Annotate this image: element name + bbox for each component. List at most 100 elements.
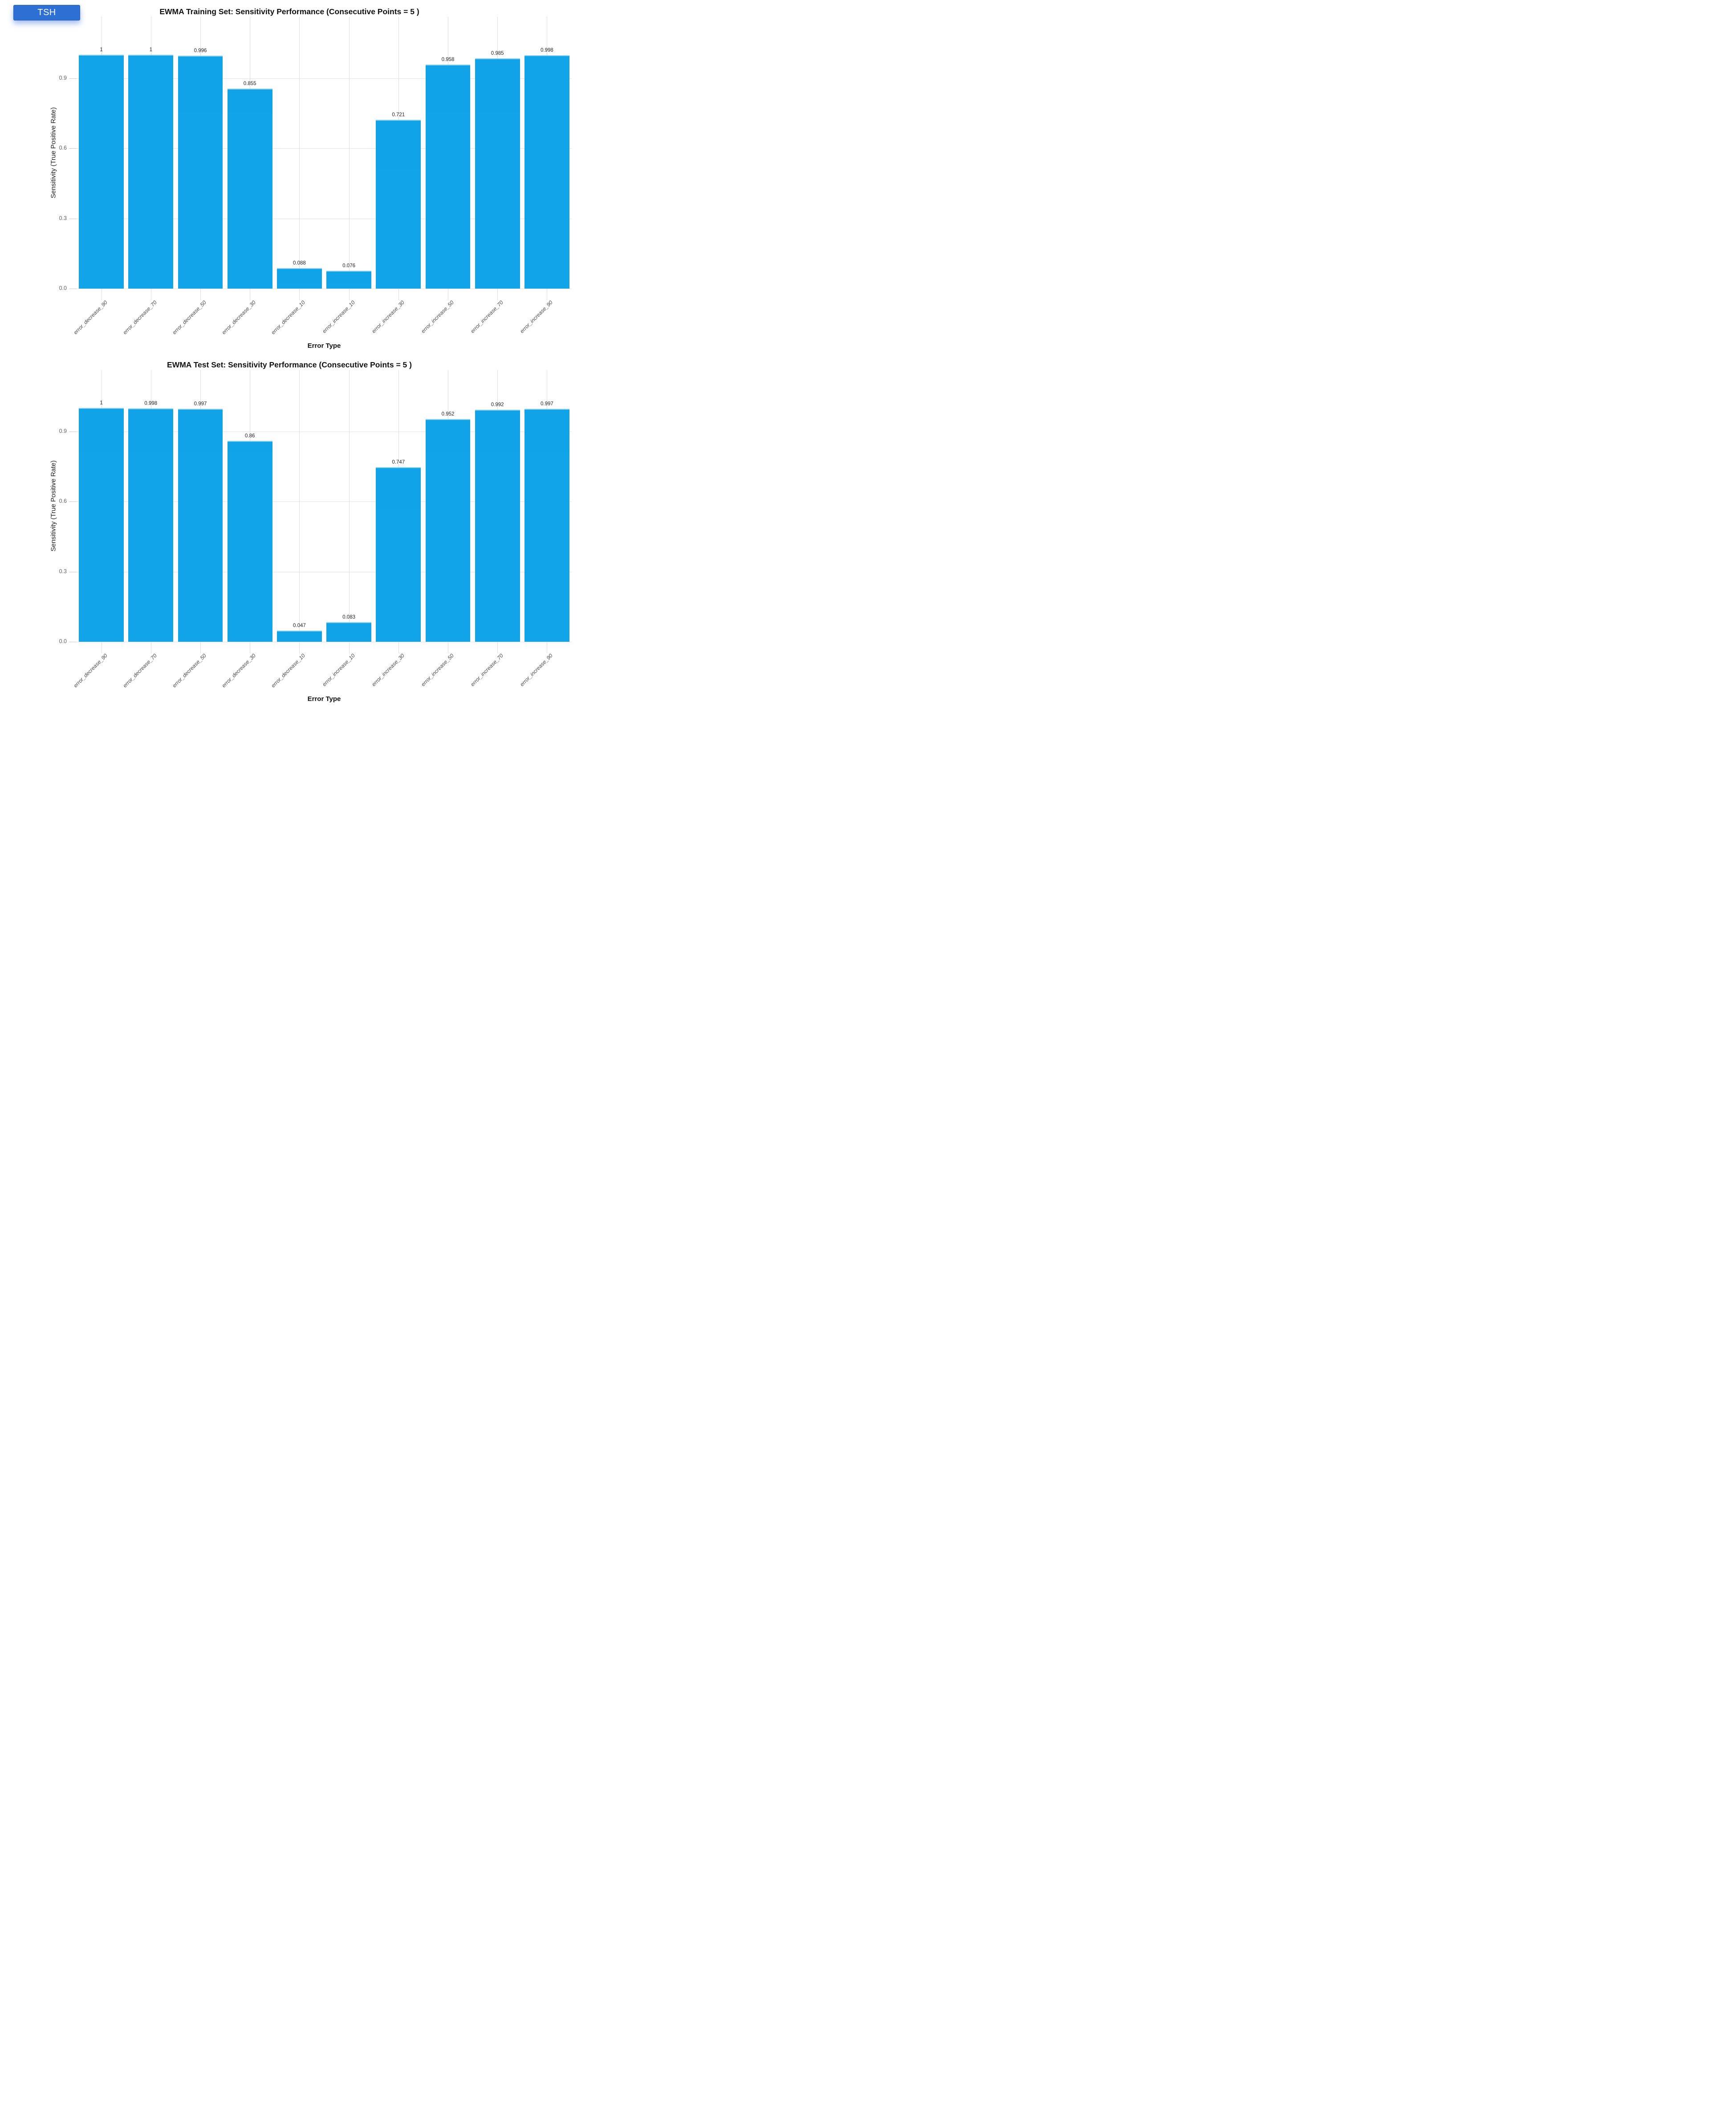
chart-training-set: EWMA Training Set: Sensitivity Performan… (0, 0, 579, 353)
y-tick-mark (69, 78, 77, 79)
x-tick-label: error_increase_10 (321, 299, 356, 334)
x-tick-label: error_increase_90 (519, 652, 554, 688)
chart-title: EWMA Training Set: Sensitivity Performan… (159, 7, 419, 16)
gridline-vertical (349, 17, 350, 300)
bar-value-label: 0.855 (243, 81, 256, 87)
bar-top-highlight (376, 120, 421, 121)
y-tick-label: 0.6 (59, 145, 67, 151)
x-tick-label: error_increase_50 (420, 299, 455, 334)
bar (326, 622, 371, 642)
bar-top-highlight (425, 419, 471, 420)
gridline-horizontal (77, 501, 572, 502)
y-tick-label: 0.6 (59, 498, 67, 504)
chart-test-set: EWMA Test Set: Sensitivity Performance (… (0, 353, 579, 706)
bar-top-highlight (277, 268, 322, 269)
y-tick-mark (69, 148, 77, 149)
gridline-vertical (299, 370, 300, 653)
y-axis-title: Sensitivity (True Positive Rate) (49, 107, 57, 199)
bar (79, 55, 124, 289)
bar (524, 408, 569, 642)
bar-value-label: 0.088 (293, 260, 306, 266)
x-tick-label: error_increase_90 (519, 299, 554, 334)
x-tick-label: error_increase_10 (321, 652, 356, 688)
x-axis-title: Error Type (307, 695, 341, 703)
gridline-vertical (349, 370, 350, 653)
bar-value-label: 0.083 (342, 615, 355, 620)
x-tick-label: error_decrease_30 (220, 299, 257, 336)
y-tick-label: 0.3 (59, 568, 67, 575)
bar (475, 410, 520, 642)
bar-value-label: 1 (149, 47, 152, 53)
y-tick-mark (69, 501, 77, 502)
y-tick-label: 0.3 (59, 215, 67, 221)
bar-top-highlight (376, 467, 421, 468)
bar-value-label: 0.721 (392, 112, 405, 118)
bar-value-label: 1 (100, 400, 103, 406)
bar (128, 408, 174, 642)
x-tick-label: error_decrease_90 (72, 299, 109, 336)
bar (227, 440, 272, 642)
chart-title: EWMA Test Set: Sensitivity Performance (… (167, 360, 412, 369)
bar-value-label: 0.997 (194, 401, 207, 407)
x-tick-label: error_decrease_50 (171, 652, 207, 689)
x-tick-label: error_increase_50 (420, 652, 455, 688)
bar-value-label: 0.997 (541, 401, 553, 407)
bar-value-label: 1 (100, 47, 103, 53)
x-tick-label: error_decrease_70 (122, 652, 158, 689)
bar-top-highlight (178, 408, 223, 410)
gridline-vertical (299, 17, 300, 300)
bar (277, 631, 322, 642)
bar-top-highlight (128, 55, 174, 56)
bar-top-highlight (326, 271, 371, 272)
x-axis-title: Error Type (307, 342, 341, 350)
x-tick-label: error_decrease_50 (171, 299, 207, 336)
bar-top-highlight (227, 440, 272, 442)
x-tick-label: error_decrease_70 (122, 299, 158, 336)
x-tick-label: error_decrease_30 (220, 652, 257, 689)
bar-value-label: 0.992 (491, 402, 504, 408)
bar (524, 55, 569, 289)
bar (376, 467, 421, 642)
y-tick-label: 0.9 (59, 428, 67, 434)
bar-top-highlight (524, 408, 569, 410)
y-tick-label: 0.0 (59, 638, 67, 644)
x-tick-label: error_increase_70 (469, 299, 505, 334)
y-axis-title: Sensitivity (True Positive Rate) (49, 460, 57, 552)
bar-top-highlight (524, 55, 569, 57)
bar-top-highlight (277, 631, 322, 632)
x-tick-label: error_increase_30 (370, 299, 406, 334)
bar-value-label: 0.985 (491, 50, 504, 56)
bar (425, 65, 471, 289)
bar (128, 55, 174, 289)
bar-value-label: 0.958 (441, 57, 455, 63)
bar-top-highlight (79, 408, 124, 409)
y-tick-label: 0.9 (59, 74, 67, 81)
bar-top-highlight (475, 58, 520, 59)
bar-top-highlight (227, 89, 272, 90)
bar (277, 268, 322, 289)
bar-value-label: 0.998 (144, 401, 158, 407)
bar-top-highlight (326, 622, 371, 623)
gridline-horizontal (77, 78, 572, 79)
x-tick-label: error_decrease_10 (270, 299, 307, 336)
bar (376, 120, 421, 289)
bar (425, 419, 471, 642)
bar-value-label: 0.747 (392, 459, 405, 465)
bar-value-label: 0.86 (244, 433, 255, 439)
page: { "badge": { "label": "TSH" }, "colors":… (0, 0, 579, 706)
bar-value-label: 0.996 (194, 48, 207, 54)
bar-value-label: 0.998 (541, 48, 553, 53)
gridline-horizontal (77, 148, 572, 149)
tsh-badge[interactable]: TSH (13, 5, 80, 20)
x-tick-label: error_increase_70 (469, 652, 505, 688)
bar (326, 271, 371, 289)
bar (178, 408, 223, 642)
bar-value-label: 0.047 (293, 623, 306, 629)
bar (178, 56, 223, 289)
bar-top-highlight (79, 55, 124, 56)
bar (79, 408, 124, 642)
bar (227, 89, 272, 289)
x-tick-label: error_increase_30 (370, 652, 406, 688)
bar (475, 58, 520, 289)
bar-value-label: 0.076 (342, 263, 355, 269)
